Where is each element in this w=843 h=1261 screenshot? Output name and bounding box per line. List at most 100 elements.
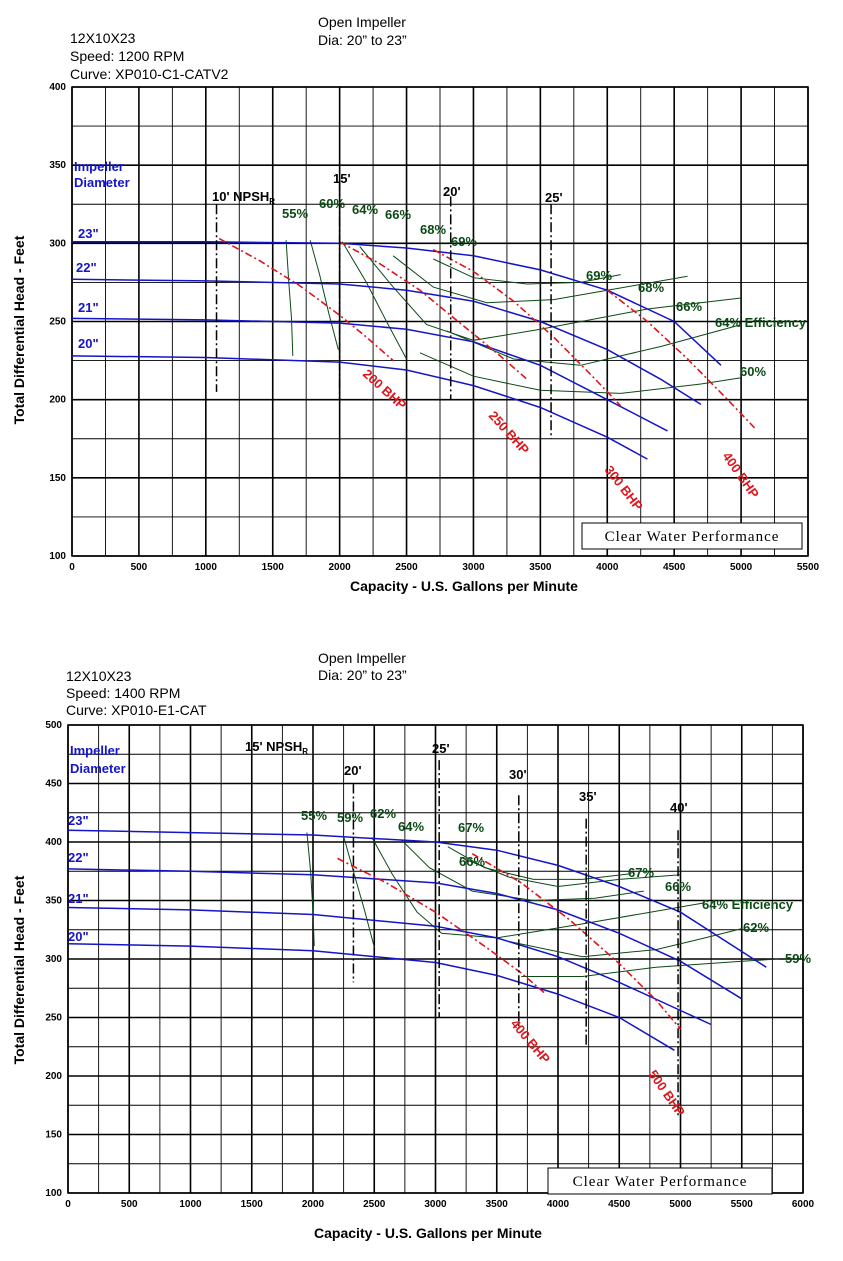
chart-labels: Impeller Diameter 15' NPSHR Capacity - U… <box>11 720 815 1241</box>
y-tick-label: 450 <box>45 779 62 790</box>
efficiency-contour <box>447 846 632 880</box>
x-tick-label: 2500 <box>363 1199 386 1210</box>
efficiency-label: 59% <box>785 951 811 966</box>
x-tick-label: 2000 <box>329 562 352 573</box>
x-tick-label: 3000 <box>424 1199 447 1210</box>
impeller-diameter-label: 23" <box>68 813 89 828</box>
y-tick-label: 400 <box>45 837 62 848</box>
impeller-diameter-title-line2: Diameter <box>74 175 130 190</box>
efficiency-contour <box>285 240 294 356</box>
impeller-diameter-label: 22" <box>76 260 97 275</box>
x-tick-label: 5500 <box>731 1199 754 1210</box>
head-curve <box>67 906 712 1026</box>
efficiency-label: 68% <box>420 222 446 237</box>
impeller-diameter-label: 23" <box>78 226 99 241</box>
efficiency-contour <box>419 352 742 394</box>
efficiency-label: 68% <box>638 280 664 295</box>
bhp-label: 500 BHP <box>646 1067 689 1119</box>
clear-water-badge-text: Clear Water Performance <box>605 529 780 545</box>
chart-grid <box>71 86 809 557</box>
y-tick-label: 150 <box>49 473 66 484</box>
efficiency-contour <box>309 240 339 350</box>
y-tick-label: 100 <box>49 551 66 562</box>
efficiency-label: 69% <box>586 268 612 283</box>
npsh-lines <box>215 180 552 439</box>
y-tick-label: 250 <box>49 317 66 328</box>
pump-curve-chart-1200rpm: 12X10X23 Speed: 1200 RPM Curve: XP010-C1… <box>0 0 843 620</box>
y-tick-label: 400 <box>49 82 66 93</box>
efficiency-contour <box>446 324 742 366</box>
bhp-curve <box>337 857 547 995</box>
clear-water-badge <box>547 1167 773 1195</box>
efficiency-contour <box>343 836 375 948</box>
x-tick-label: 2000 <box>302 1199 325 1210</box>
x-tick-label: 5500 <box>797 562 820 573</box>
y-axis-title: Total Differential Head - Feet <box>11 875 27 1064</box>
x-axis-title: Capacity - U.S. Gallons per Minute <box>350 578 578 594</box>
x-tick-label: 0 <box>69 562 75 573</box>
x-tick-label: 5000 <box>669 1199 692 1210</box>
bhp-label: 200 BHP <box>360 366 409 413</box>
plot-frame <box>67 724 804 1194</box>
efficiency-label: 62% <box>743 920 769 935</box>
head-curve <box>71 317 668 432</box>
bhp-curve <box>432 248 622 407</box>
impeller-type-label: Open Impeller <box>318 14 406 30</box>
impeller-diameter-label: 20" <box>68 929 89 944</box>
x-tick-label: 3500 <box>529 562 552 573</box>
efficiency-contour <box>521 958 779 977</box>
chart-curves <box>67 829 779 1051</box>
pump-curve-chart-1400rpm: 12X10X23 Speed: 1400 RPM Curve: XP010-E1… <box>0 640 843 1261</box>
efficiency-contour <box>392 255 688 304</box>
chart-grid <box>67 724 804 1194</box>
bhp-curve <box>218 237 394 362</box>
x-tick-label: 4000 <box>547 1199 570 1210</box>
impeller-diameter-label: 21" <box>78 300 99 315</box>
efficiency-contour <box>341 241 407 360</box>
y-tick-label: 350 <box>49 160 66 171</box>
impeller-diameter-label: 20" <box>78 336 99 351</box>
curve-label: Curve: XP010-C1-CATV2 <box>70 66 229 82</box>
impeller-diameter-title-line2: Diameter <box>70 761 126 776</box>
clear-water-badge-text: Clear Water Performance <box>573 1174 748 1190</box>
efficiency-label: 66% <box>459 854 485 869</box>
efficiency-label: 69% <box>451 234 477 249</box>
x-tick-label: 4500 <box>663 562 686 573</box>
impeller-diameter-label: 22" <box>68 850 89 865</box>
x-tick-label: 4000 <box>596 562 619 573</box>
efficiency-label: 64% <box>398 819 424 834</box>
x-tick-label: 1500 <box>241 1199 264 1210</box>
y-tick-label: 200 <box>45 1071 62 1082</box>
y-tick-label: 300 <box>45 954 62 965</box>
efficiency-contour <box>400 839 644 902</box>
impeller-type-label: Open Impeller <box>318 650 406 666</box>
head-curve <box>67 868 743 1000</box>
model-label: 12X10X23 <box>66 668 132 684</box>
x-tick-label: 1000 <box>179 1199 202 1210</box>
head-curve <box>71 355 648 460</box>
x-tick-label: 500 <box>131 562 148 573</box>
npsh-label: 10' NPSHR <box>212 189 275 206</box>
bhp-curve <box>471 853 682 1030</box>
efficiency-label: 59% <box>337 810 363 825</box>
impeller-diameter-title-line1: Impeller <box>70 743 120 758</box>
efficiency-label: 60% <box>319 196 345 211</box>
efficiency-label: 64% Efficiency <box>702 897 794 912</box>
y-tick-label: 300 <box>49 238 66 249</box>
efficiency-label: 66% <box>665 879 691 894</box>
efficiency-label: 55% <box>301 808 327 823</box>
x-tick-label: 5000 <box>730 562 753 573</box>
x-tick-label: 4500 <box>608 1199 631 1210</box>
plot-frame <box>71 86 809 557</box>
impeller-diameter-label: 21" <box>68 891 89 906</box>
npsh-line-label: 25' <box>545 190 563 205</box>
impeller-diameter-title-line1: Impeller <box>74 159 124 174</box>
curve-label: Curve: XP010-E1-CAT <box>66 702 207 718</box>
npsh-line-label: 20' <box>344 763 362 778</box>
efficiency-contour <box>371 837 706 939</box>
y-tick-label: 250 <box>45 1013 62 1024</box>
head-curve <box>71 278 702 406</box>
speed-label: Speed: 1200 RPM <box>70 48 185 64</box>
x-axis-title: Capacity - U.S. Gallons per Minute <box>314 1225 542 1241</box>
efficiency-label: 62% <box>370 806 396 821</box>
